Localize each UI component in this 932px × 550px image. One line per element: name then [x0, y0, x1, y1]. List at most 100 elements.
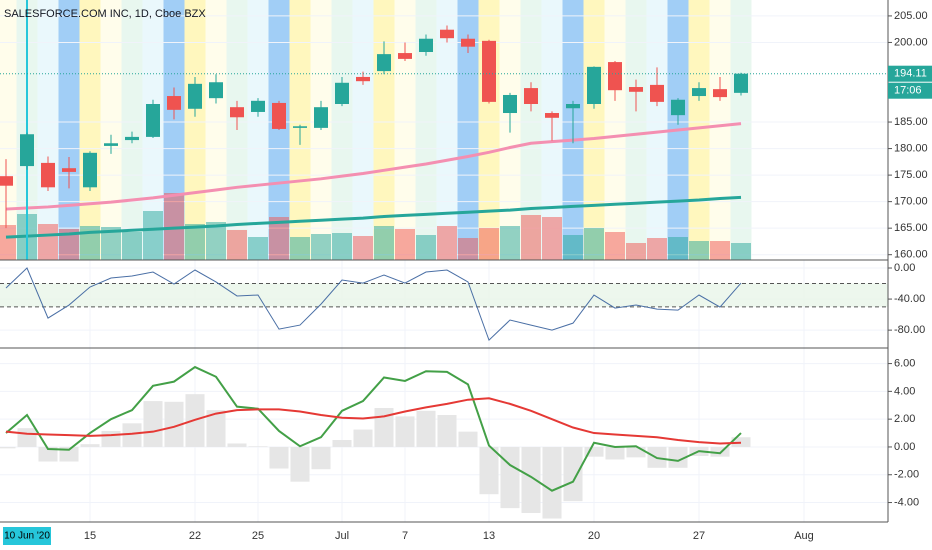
histogram-bar — [731, 437, 751, 447]
candle-body — [188, 83, 202, 109]
volume-bar — [59, 229, 79, 260]
histogram-bar — [437, 414, 457, 447]
histogram-bar — [332, 440, 352, 447]
y-tick-label: 180.00 — [894, 142, 928, 154]
volume-bar — [248, 237, 268, 260]
volume-bar — [605, 232, 625, 260]
y-tick-label: 200.00 — [894, 36, 928, 48]
candle-body — [524, 88, 538, 104]
candle-body — [20, 134, 34, 167]
histogram-bar — [542, 446, 562, 519]
histogram-bar — [59, 446, 79, 462]
day-stripe — [604, 0, 626, 260]
day-stripes — [0, 0, 752, 260]
y-tick-label: -4.00 — [894, 496, 919, 508]
candle-body — [356, 76, 370, 82]
histogram-bar — [626, 446, 646, 458]
candle-body — [545, 113, 559, 118]
oscillator-band — [0, 283, 888, 307]
volume-bar — [710, 241, 730, 260]
moving-average — [5, 122, 742, 211]
volume-bar — [101, 227, 121, 260]
volume-bar — [332, 233, 352, 260]
y-tick-label: -40.00 — [894, 293, 925, 305]
x-tick-label: 22 — [189, 530, 201, 542]
histogram-bar — [668, 446, 688, 468]
volume-bar — [185, 224, 205, 260]
plot — [0, 0, 888, 522]
day-stripe — [436, 0, 458, 260]
candle-body — [734, 73, 748, 93]
volume-bar — [227, 230, 247, 260]
day-stripe — [100, 0, 122, 260]
day-stripe — [394, 0, 416, 260]
x-tick-label: 7 — [402, 530, 408, 542]
crosshair-date-label: 10 Jun '20 — [4, 531, 50, 542]
volume-bar — [122, 232, 142, 260]
candle-body — [671, 99, 685, 116]
histogram-bar — [248, 446, 268, 447]
macd-line — [5, 365, 742, 492]
y-tick-label: 170.00 — [894, 196, 928, 208]
day-stripe — [0, 0, 17, 260]
histogram-bar — [206, 410, 226, 447]
y-tick-label: 185.00 — [894, 116, 928, 128]
volume-bar — [311, 234, 331, 260]
volume-bar — [164, 193, 184, 260]
candle-body — [125, 136, 139, 141]
day-stripe — [205, 0, 227, 260]
day-stripe — [121, 0, 143, 260]
candle-body — [167, 96, 181, 110]
countdown-label: 17:06 — [894, 85, 922, 97]
histogram-bar — [710, 446, 730, 457]
day-stripe — [184, 0, 206, 260]
histogram-bar — [416, 410, 436, 447]
volume-bar — [563, 235, 583, 260]
histogram-bar — [143, 401, 163, 447]
volume-bar — [500, 226, 520, 260]
candle-body — [251, 100, 265, 112]
countdown-box — [888, 82, 932, 99]
volume-bar — [647, 238, 667, 260]
candle-body — [377, 54, 391, 72]
candle-body — [482, 40, 496, 102]
histogram-bar — [101, 430, 121, 447]
day-stripe — [373, 0, 395, 260]
volume-bar — [374, 226, 394, 260]
x-tick-label: 25 — [252, 530, 264, 542]
y-tick-label: 205.00 — [894, 10, 928, 22]
day-stripe — [79, 0, 101, 260]
x-tick-label: 27 — [693, 530, 705, 542]
volume-bar — [0, 225, 16, 260]
y-tick-label: -2.00 — [894, 469, 919, 481]
x-tick-label: 15 — [84, 530, 96, 542]
histogram-bar — [605, 446, 625, 460]
y-tick-label: 6.00 — [894, 357, 915, 369]
volume-bar — [626, 243, 646, 260]
histogram-bar — [290, 446, 310, 482]
x-tick-label: Aug — [794, 530, 814, 542]
candle-body — [587, 66, 601, 104]
histogram-bar — [227, 443, 247, 447]
histogram-bar — [584, 446, 604, 457]
histogram-bar — [311, 446, 331, 470]
histogram-bar — [0, 446, 16, 449]
candle-body — [419, 38, 433, 52]
volume-bar — [395, 229, 415, 260]
day-stripe — [646, 0, 668, 260]
candle-body — [461, 38, 475, 47]
histogram-bar — [164, 401, 184, 447]
histogram-bar — [395, 416, 415, 447]
volume-bar — [542, 217, 562, 260]
day-stripe — [331, 0, 353, 260]
last-price-box — [888, 65, 932, 82]
y-tick-label: 175.00 — [894, 169, 928, 181]
x-tick-label: Jul — [335, 530, 349, 542]
candle-body — [146, 104, 160, 137]
day-stripe — [478, 0, 500, 260]
candle-body — [692, 88, 706, 97]
day-stripe — [58, 0, 80, 260]
volume-bar — [38, 224, 58, 260]
candle-body — [104, 143, 118, 146]
